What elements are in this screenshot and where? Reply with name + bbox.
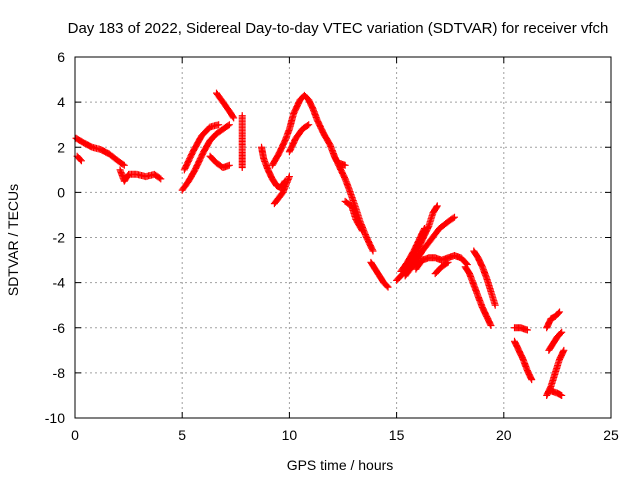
data-point-trail [543, 309, 562, 330]
y-tick-label: -6 [53, 320, 66, 336]
y-tick-label: -8 [53, 365, 66, 381]
data-point-trail [286, 122, 311, 154]
y-axis-label: SDTVAR / TECUs [5, 184, 21, 296]
x-tick-label: 15 [389, 427, 405, 443]
data-point-trail [74, 153, 84, 164]
chart-title: Day 183 of 2022, Sidereal Day-to-day VTE… [68, 20, 609, 37]
y-tick-labels: -10 -8 -6 -4 -2 0 2 4 6 [45, 49, 65, 426]
y-tick-label: -10 [45, 410, 65, 426]
data-point-trail [398, 226, 428, 274]
y-tick-label: 2 [57, 139, 65, 155]
data-point-trail [238, 113, 246, 170]
data-point-trail [213, 90, 237, 121]
data-point-trail [258, 145, 288, 191]
data-point-trail [512, 324, 530, 334]
data-point-trail [342, 198, 366, 233]
x-tick-label: 0 [71, 427, 79, 443]
x-tick-label: 20 [496, 427, 512, 443]
data-point-trail [462, 264, 494, 328]
data-point-trail [368, 259, 391, 290]
x-tick-label: 25 [603, 427, 619, 443]
data-point-trail [548, 387, 565, 399]
data-point-trail [181, 121, 221, 172]
y-tick-label: 6 [57, 49, 65, 65]
data-point-trail [117, 167, 163, 184]
y-tick-label: -4 [53, 275, 66, 291]
grid-lines [75, 57, 611, 418]
data-point-trail [543, 348, 567, 398]
data-marks [72, 89, 568, 399]
data-point-trail [402, 214, 457, 279]
x-axis-label: GPS time / hours [287, 457, 394, 473]
x-tick-labels: 0 5 10 15 20 25 [71, 427, 619, 443]
x-tick-label: 10 [282, 427, 298, 443]
data-point-trail [207, 153, 232, 171]
data-point-trail [471, 248, 499, 308]
axis-ticks [74, 56, 612, 419]
data-point-trail [432, 259, 451, 276]
data-point-trail [271, 174, 293, 206]
data-point-trail [73, 135, 127, 168]
data-point-trail [546, 329, 565, 353]
data-point-trail [336, 160, 348, 169]
data-point-trail [413, 252, 470, 272]
data-point-trail [179, 122, 232, 193]
x-tick-label: 5 [178, 427, 186, 443]
data-point-trail [511, 339, 535, 382]
y-tick-label: -2 [53, 230, 66, 246]
y-tick-label: 4 [57, 94, 65, 110]
y-tick-label: 0 [57, 184, 65, 200]
